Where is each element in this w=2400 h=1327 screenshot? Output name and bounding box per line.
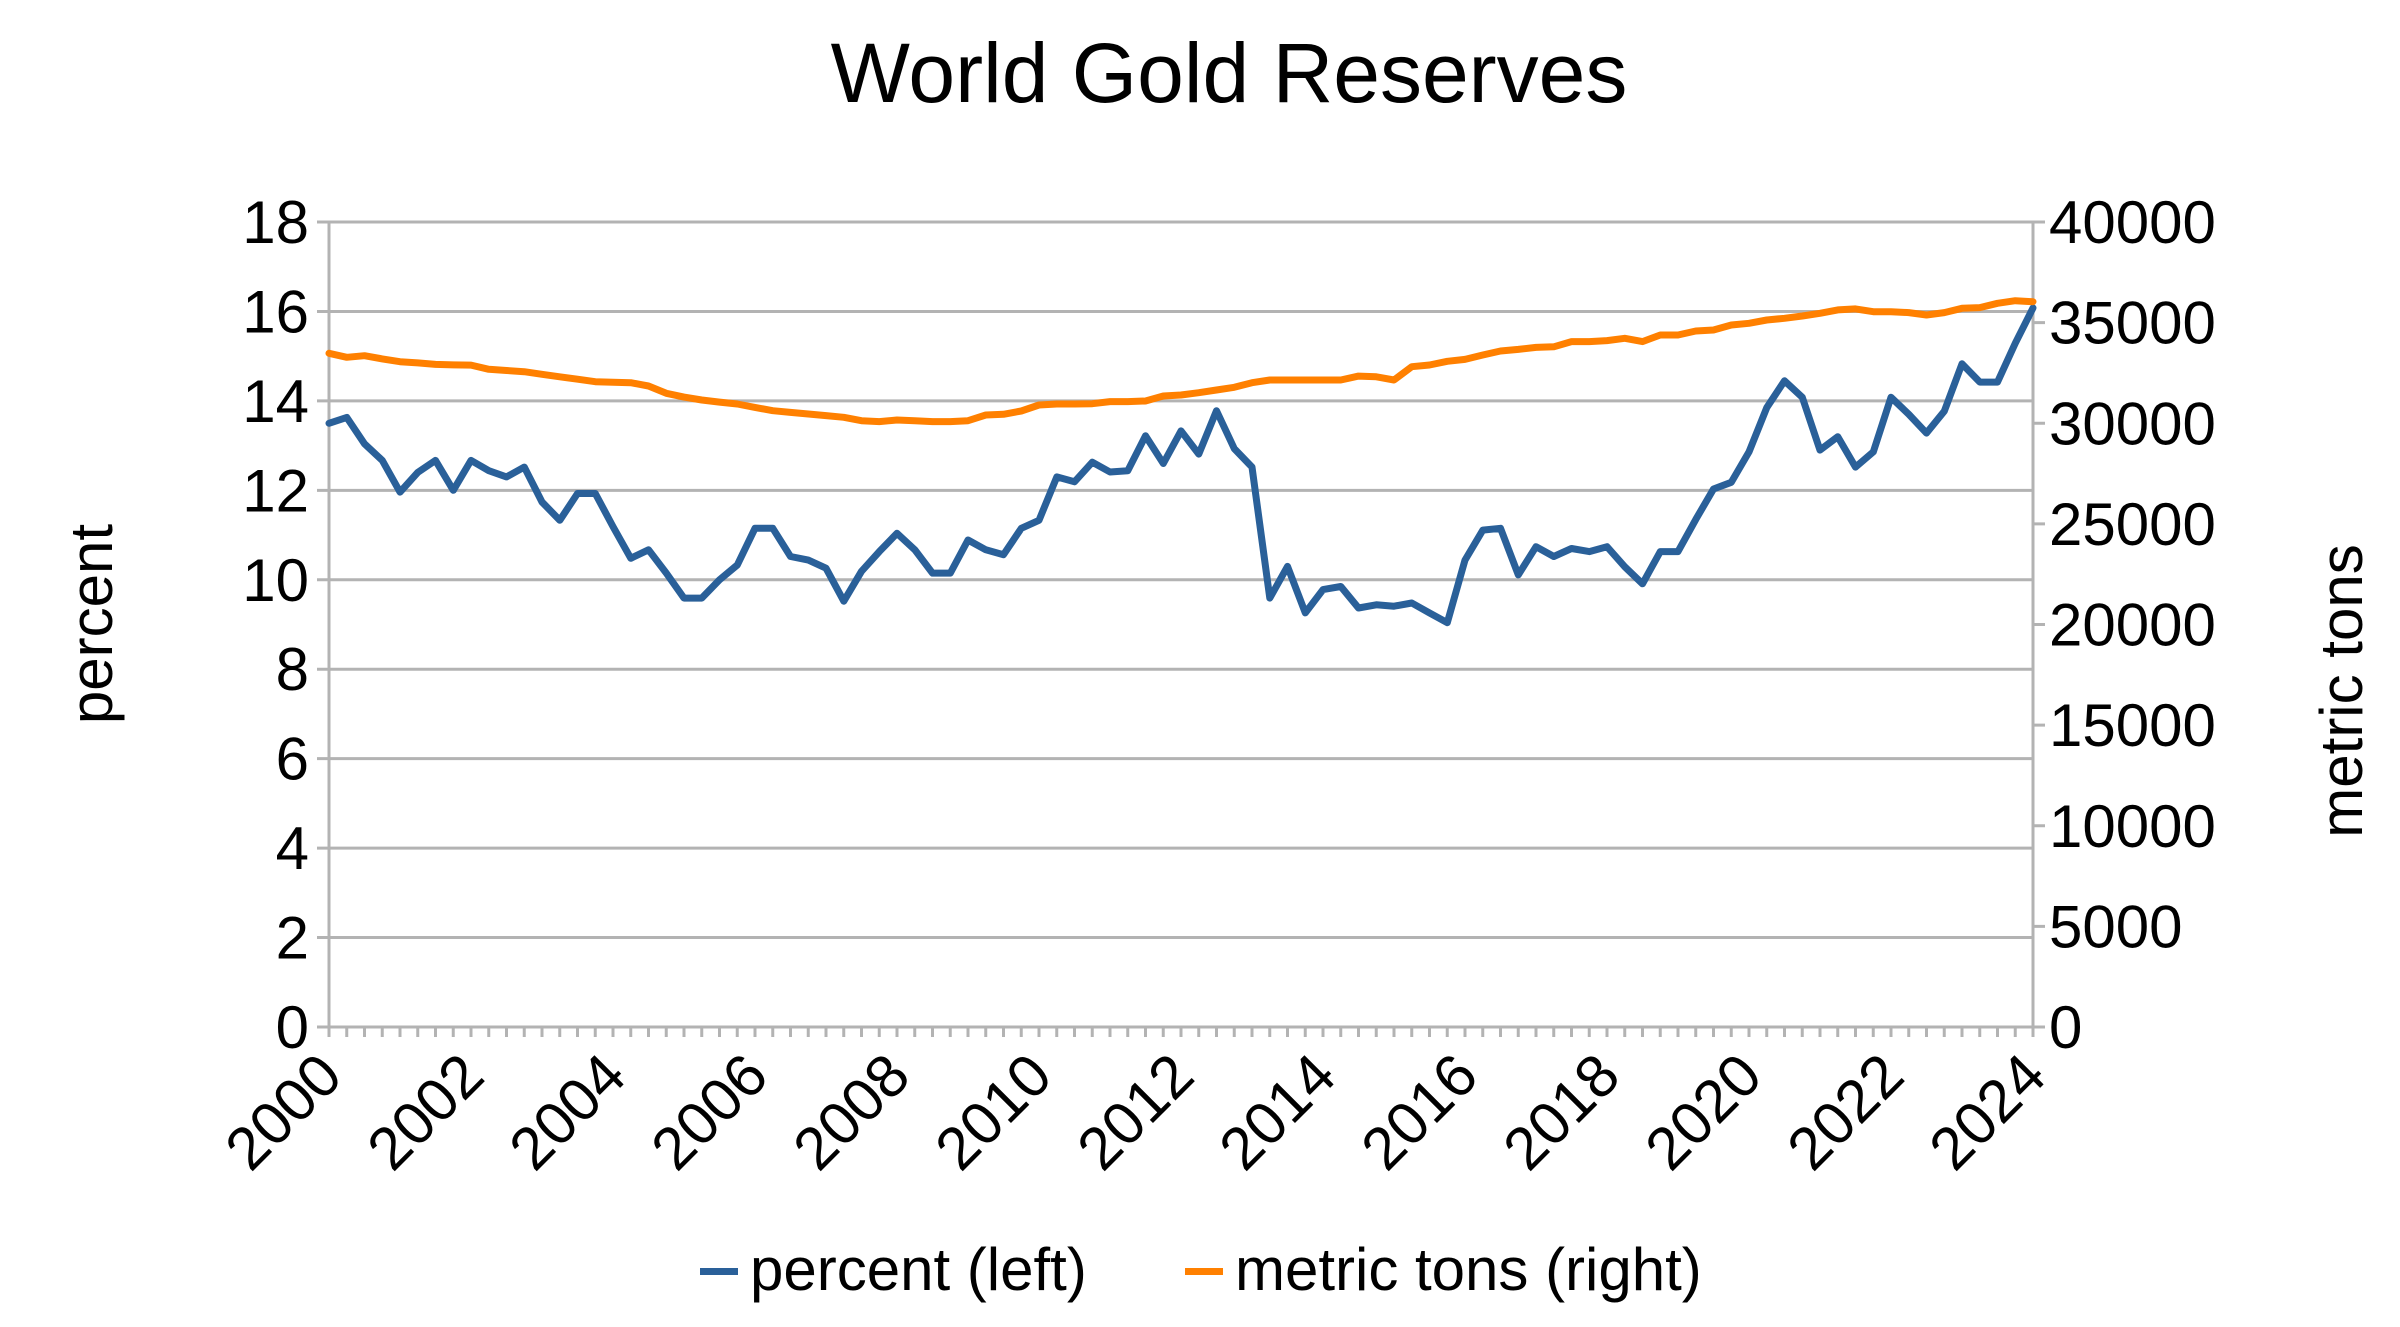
y2-tick-label: 5000 (2049, 893, 2182, 960)
x-tick-label: 2020 (1632, 1041, 1774, 1183)
left-axis-tick-labels: 0 2 4 6 8 10 12 14 16 18 (242, 189, 309, 1061)
x-tick-label: 2008 (780, 1041, 922, 1183)
right-axis-title: metric tons (2308, 544, 2375, 837)
y2-tick-label: 25000 (2049, 491, 2216, 558)
y-tick-label: 18 (242, 189, 309, 256)
y-tick-label: 10 (242, 547, 309, 614)
x-axis-tick-labels: 2000 2002 2004 2006 2008 2010 2012 2014 2016 2018… (212, 1041, 2058, 1183)
y-tick-label: 0 (276, 994, 309, 1061)
y-tick-label: 4 (276, 815, 309, 882)
y2-tick-label: 15000 (2049, 692, 2216, 759)
x-tick-label: 2024 (1916, 1041, 2058, 1183)
y-tick-label: 2 (276, 905, 309, 972)
left-axis-title: percent (58, 524, 125, 724)
legend: percent (left) metric tons (right) (700, 1236, 1702, 1303)
series-line-percent (325, 304, 2037, 627)
y2-tick-label: 0 (2049, 994, 2082, 1061)
x-tick-label: 2000 (212, 1041, 354, 1183)
y2-tick-label: 30000 (2049, 390, 2216, 457)
y-tick-label: 14 (242, 368, 309, 435)
y2-tick-label: 20000 (2049, 592, 2216, 659)
right-axis-tick-labels: 0 5000 10000 15000 20000 25000 30000 35000 40000 (2049, 189, 2216, 1061)
legend-label: metric tons (right) (1235, 1236, 1702, 1303)
gridlines (317, 220, 2033, 1029)
x-tick-label: 2018 (1490, 1041, 1632, 1183)
x-tick-label: 2016 (1348, 1041, 1490, 1183)
y2-tick-label: 35000 (2049, 290, 2216, 357)
y2-tick-label: 40000 (2049, 189, 2216, 256)
x-tick-label: 2022 (1774, 1041, 1916, 1183)
y-tick-label: 12 (242, 457, 309, 524)
series-line-metric-tons (325, 297, 2037, 426)
axes (327, 220, 2045, 1037)
legend-label: percent (left) (750, 1236, 1087, 1303)
y-tick-label: 16 (242, 278, 309, 345)
x-tick-label: 2006 (638, 1041, 780, 1183)
x-tick-label: 2002 (354, 1041, 496, 1183)
x-tick-label: 2004 (496, 1041, 638, 1183)
x-tick-label: 2012 (1064, 1041, 1206, 1183)
y-tick-label: 6 (276, 726, 309, 793)
legend-swatch-percent (700, 1268, 738, 1275)
x-tick-label: 2014 (1206, 1041, 1348, 1183)
x-tick-label: 2010 (922, 1041, 1064, 1183)
y2-tick-label: 10000 (2049, 793, 2216, 860)
y-tick-label: 8 (276, 636, 309, 703)
chart-title: World Gold Reserves (831, 26, 1628, 120)
legend-swatch-metric-tons (1185, 1268, 1223, 1275)
series-lines (325, 297, 2037, 627)
